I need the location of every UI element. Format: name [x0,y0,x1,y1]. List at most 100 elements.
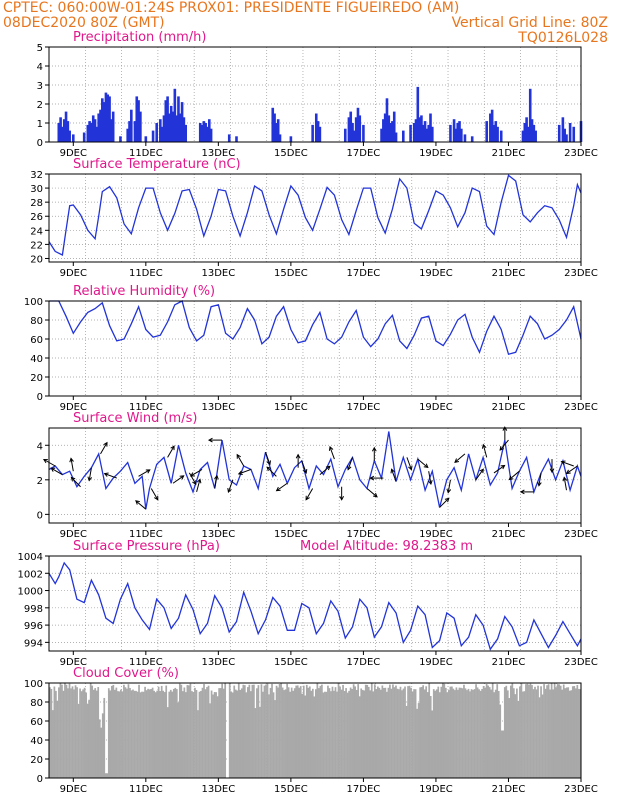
precip-bar [204,123,207,142]
cloud-bar [120,689,122,778]
wind-arrow-shaft [88,467,92,481]
wind-arrow-head [325,465,331,471]
panel-frame-1 [48,173,582,263]
cloud-bar [476,687,479,778]
cloud-bar [210,690,213,778]
cloud-bar [101,713,104,778]
wind-arrow-shaft [227,479,234,493]
cloud-bar [318,688,320,778]
y-tick-label: 30 [30,184,43,195]
wind-arrow-head [371,446,377,452]
precip-bar [119,136,122,142]
precip-bar [130,109,133,142]
panel-frame-3 [48,427,582,524]
x-tick-label: 13DEC [201,402,235,413]
precip-bar [349,111,353,142]
wind-arrow-shaft [265,452,271,465]
cloud-bar [240,688,243,778]
precip-bar [454,128,458,142]
panel-title-0: Precipitation (mm/h) [73,30,206,45]
x-tick-label: 23DEC [564,402,598,413]
panel-title-5: Cloud Cover (%) [73,666,179,681]
cloud-bar [328,688,331,778]
cloud-bar [305,684,308,778]
cloud-bar [316,683,319,778]
wind-arrow-shaft [509,470,520,480]
precip-bar [523,123,527,142]
cloud-bar [327,685,329,778]
x-tick-label: 15DEC [274,402,308,413]
cloud-bar [348,690,350,778]
precip-bar [470,136,474,142]
cloud-bar [387,687,390,778]
cloud-bar [386,691,388,778]
cloud-bar [292,690,295,778]
cloud-bar [301,693,304,778]
cloud-bar [71,686,74,778]
precip-bar [182,117,186,142]
cloud-bar [487,685,490,778]
cloud-bar [526,683,529,778]
precip-bar [382,119,385,142]
precip-bar [452,119,456,142]
wind-arrow-shaft [71,477,81,488]
cloud-bar [157,686,160,778]
cloud-bar [195,689,198,778]
precip-bar [178,113,182,142]
cloud-bar [372,691,375,778]
cloud-bar [532,689,535,778]
cloud-bar [80,691,83,778]
cloud-bar [378,687,381,778]
y-tick-label: 20 [30,755,43,766]
cloud-bar [148,689,151,778]
precip-bar [111,111,115,142]
cloud-bar [458,687,461,778]
cloud-bar [183,687,186,778]
cloud-bar [558,684,561,778]
wind-arrow-shaft [305,488,314,500]
y-tick-label: 80 [30,698,43,709]
cloud-bar [460,687,462,778]
cloud-bar [559,685,562,778]
cloud-bar [573,686,576,778]
precip-bar [289,136,293,142]
precip-bar [62,119,66,142]
y-tick-label: 1002 [18,569,43,580]
cloud-bar [375,689,378,778]
cloud-bar [541,694,544,778]
cloud-bar [562,684,565,778]
precip-bar [104,92,108,142]
cloud-bar [259,706,261,778]
panel-title-2: Relative Humidity (%) [73,284,215,299]
cloud-bar [426,692,429,778]
cloud-bar [62,690,65,778]
wind-arrow-shaft [301,460,307,474]
precip-bar [209,128,213,142]
cloud-bar [324,691,326,778]
wind-arrow-shaft [482,444,488,458]
wind-arrow-head [537,481,542,487]
precip-bar [273,113,276,142]
cloud-bar [132,689,134,778]
cloud-bar [494,689,497,778]
cloud-bar [516,688,518,778]
series-line-4 [48,561,582,651]
x-tick-label: 9DEC [60,268,87,279]
wind-arrow-head [145,469,151,474]
cloud-bar [481,688,483,778]
wind-arrow-shaft [172,475,184,484]
cloud-bar [248,684,251,778]
cloud-bar [222,688,225,778]
y-tick-label: 1004 [18,552,43,563]
precip-bar [458,121,461,142]
cloud-bar [325,691,328,778]
wind-arrow-shaft [135,500,147,510]
cloud-bar [414,689,417,778]
wind-arrow-head [444,497,450,503]
x-tick-label: 15DEC [274,268,308,279]
cloud-bar [178,683,181,778]
cloud-bar [172,688,175,778]
precip-bar [431,126,434,142]
precip-bar [164,100,168,142]
x-tick-label: 21DEC [492,402,526,413]
